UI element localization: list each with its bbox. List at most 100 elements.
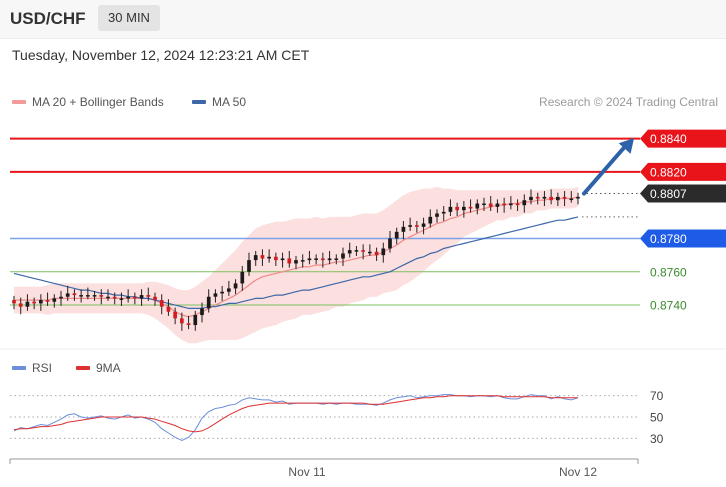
- candle-body-up: [39, 300, 43, 304]
- candle: [106, 289, 110, 301]
- candle-body-down: [18, 303, 23, 307]
- candle: [72, 289, 77, 301]
- candle-body-down: [535, 196, 540, 199]
- candle: [39, 294, 43, 311]
- candle-body-down: [112, 296, 117, 299]
- candle-body-down: [146, 295, 151, 297]
- candle: [482, 197, 486, 212]
- candle: [159, 294, 164, 315]
- candle: [374, 247, 379, 261]
- candle: [25, 294, 30, 311]
- candle: [180, 312, 184, 331]
- candle-body-down: [562, 196, 567, 199]
- candle: [542, 191, 547, 207]
- candle: [394, 227, 399, 245]
- candle: [321, 252, 325, 268]
- candle-body-up: [52, 298, 57, 302]
- candle: [368, 244, 372, 256]
- candle: [213, 289, 218, 303]
- candle-body-up: [495, 203, 500, 207]
- candle: [529, 189, 533, 205]
- candle-body-up: [529, 196, 533, 201]
- candle-body-down: [374, 251, 379, 256]
- candle-body-up: [394, 231, 399, 239]
- candle-body-down: [45, 300, 50, 302]
- candle-body-down: [549, 196, 553, 201]
- candle-body-up: [408, 225, 412, 227]
- candle: [488, 196, 493, 212]
- candle-body-down: [173, 311, 177, 319]
- rsi-tick-label: 50: [650, 411, 664, 425]
- candle: [522, 194, 527, 213]
- candle-body-up: [475, 203, 480, 209]
- candle-body-down: [274, 256, 278, 261]
- candle-body-up: [253, 255, 258, 261]
- candle: [65, 285, 70, 301]
- header-bar: USD/CHF 30 MIN: [0, 0, 726, 39]
- forecast-arrow-shaft: [582, 145, 626, 196]
- candle: [556, 192, 560, 207]
- candle-body-up: [267, 256, 271, 259]
- candle: [314, 254, 318, 265]
- candle-body-up: [327, 258, 332, 261]
- candle: [468, 199, 473, 213]
- candle-body-down: [166, 306, 171, 312]
- timeframe-button[interactable]: 30 MIN: [98, 5, 160, 31]
- candle: [274, 252, 278, 266]
- candle-body-up: [59, 296, 63, 299]
- candle: [502, 197, 506, 213]
- candle-body-up: [354, 250, 359, 252]
- legend-ma20-swatch: [12, 100, 26, 104]
- candle-body-down: [186, 323, 191, 326]
- candle: [247, 252, 251, 276]
- legend-ma20-label: MA 20 + Bollinger Bands: [32, 95, 164, 109]
- level-label-0.8840: 0.8840: [640, 129, 726, 148]
- candle: [79, 289, 83, 303]
- candle-body-up: [300, 260, 305, 262]
- candle-body-up: [213, 293, 218, 297]
- candle-body-down: [180, 318, 184, 324]
- rsi-tick-label: 30: [650, 432, 664, 446]
- candle: [200, 302, 204, 323]
- candle: [206, 289, 211, 313]
- legend-9ma-label: 9MA: [96, 361, 121, 375]
- candle: [448, 199, 453, 217]
- candle-body-up: [448, 206, 453, 212]
- candle-body-up: [482, 203, 486, 206]
- candle: [509, 196, 513, 210]
- price-tag-text: 0.8820: [650, 165, 687, 179]
- candle: [408, 217, 412, 231]
- price-tag: [640, 184, 726, 203]
- candle-body-up: [247, 260, 251, 272]
- candle-body-down: [287, 258, 292, 264]
- candle-body-up: [368, 251, 372, 254]
- candle-body-up: [569, 198, 574, 201]
- candle: [92, 290, 97, 301]
- candle-body-down: [72, 293, 77, 296]
- price-tag-text: 0.8840: [650, 132, 687, 146]
- legend-rsi-label: RSI: [32, 361, 53, 375]
- candle: [126, 289, 130, 303]
- candle: [166, 299, 171, 316]
- candle-body-up: [294, 260, 298, 264]
- candle: [441, 206, 446, 222]
- candle-body-down: [133, 296, 137, 299]
- candle-body-up: [314, 258, 318, 260]
- candle-body-up: [509, 203, 513, 206]
- candle: [569, 191, 574, 203]
- candle: [186, 315, 191, 330]
- candle-body-up: [92, 295, 97, 297]
- forecast-arrow-head: [618, 138, 635, 154]
- candle-body-up: [79, 295, 83, 297]
- candle-body-up: [200, 308, 204, 316]
- candle-body-down: [260, 255, 265, 259]
- candle: [287, 250, 292, 268]
- candle: [112, 292, 117, 305]
- candle: [86, 287, 90, 300]
- x-tick-label: Nov 11: [288, 465, 325, 479]
- price-tag-text: 0.8807: [650, 187, 687, 201]
- candle-body-up: [341, 253, 345, 259]
- candle: [18, 297, 23, 315]
- legend-ma50-label: MA 50: [212, 95, 247, 109]
- candle-body-down: [99, 295, 104, 297]
